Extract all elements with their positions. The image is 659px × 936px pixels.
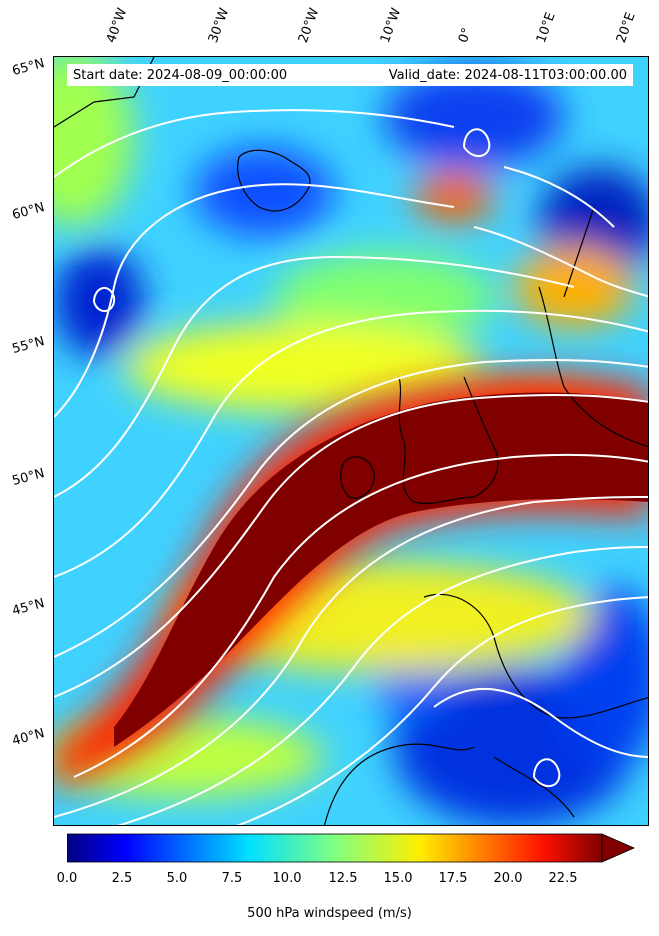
colorbar-label: 500 hPa windspeed (m/s) [247, 906, 412, 921]
lon-label-20e: 20°E [613, 10, 639, 46]
colorbar-tick: 12.5 [328, 871, 358, 886]
lon-label-10w: 10°W [377, 6, 405, 45]
lon-label-30w: 30°W [205, 6, 233, 45]
lon-label-10e: 10°E [533, 10, 559, 46]
map-panel [53, 56, 649, 826]
map-info-box: Start date: 2024-08-09_00:00:00 Valid_da… [67, 64, 633, 86]
colorbar-tick: 17.5 [438, 871, 468, 886]
windspeed-field [54, 57, 648, 825]
lon-label-20w: 20°W [295, 6, 323, 45]
colorbar-tick: 5.0 [166, 871, 188, 886]
colorbar-tick: 20.0 [493, 871, 523, 886]
lon-label-0: 0° [455, 25, 476, 45]
colorbar-tick: 10.0 [272, 871, 302, 886]
colorbar-tick: 22.5 [548, 871, 578, 886]
lat-label-65n: 65°N [10, 56, 47, 79]
colorbar-tick: 2.5 [111, 871, 133, 886]
lat-label-40n: 40°N [10, 726, 47, 749]
colorbar-tick: 7.5 [221, 871, 243, 886]
colorbar-tick: 0.0 [56, 871, 78, 886]
streamlines [54, 109, 648, 825]
lat-label-60n: 60°N [10, 200, 47, 223]
start-date-label: Start date: 2024-08-09_00:00:00 [73, 67, 288, 83]
colorbar [67, 833, 635, 863]
lon-label-40w: 40°W [103, 6, 131, 45]
lat-label-45n: 45°N [10, 596, 47, 619]
colorbar-tick: 15.0 [383, 871, 413, 886]
lat-label-50n: 50°N [10, 466, 47, 489]
valid-date-label: Valid_date: 2024-08-11T03:00:00.00 [388, 67, 627, 83]
lat-label-55n: 55°N [10, 334, 47, 357]
